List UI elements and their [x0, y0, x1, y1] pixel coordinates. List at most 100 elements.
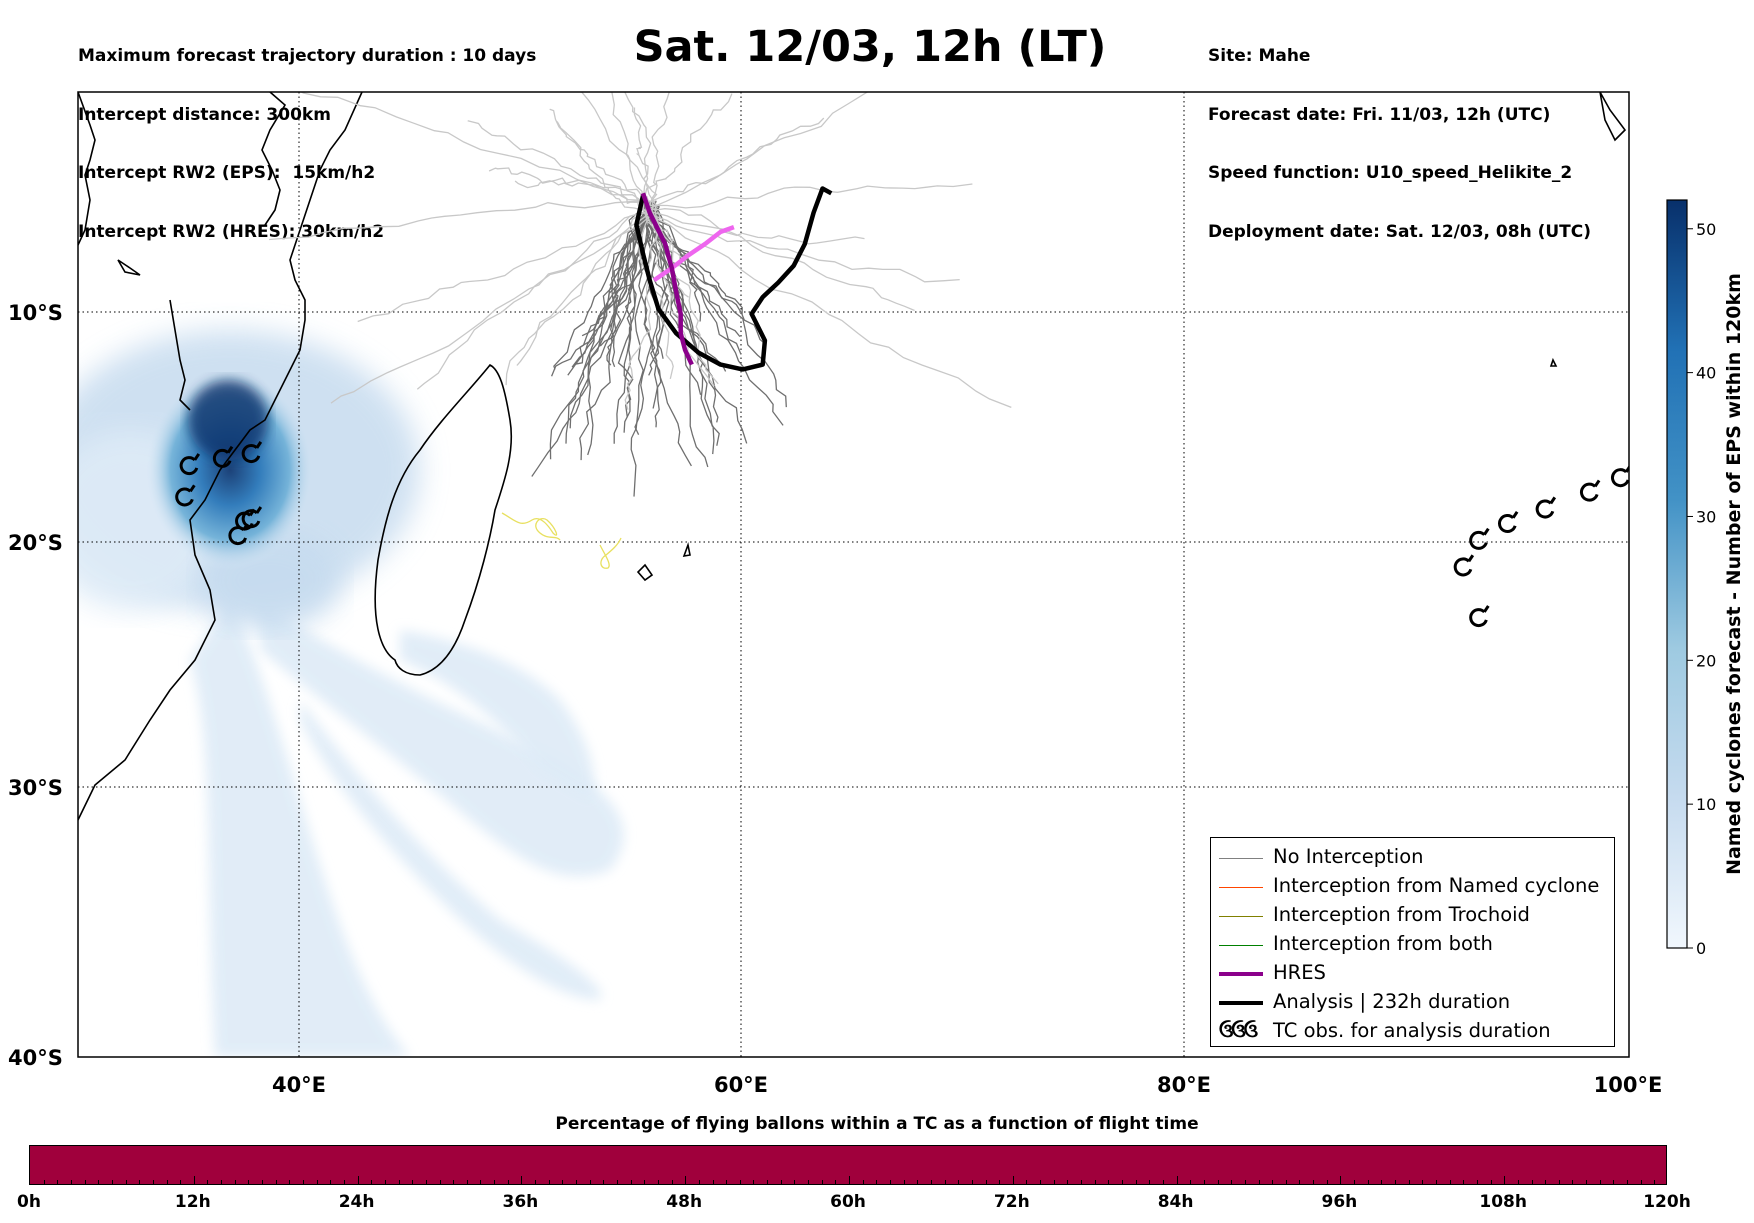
flight-time-tick-label: 84h: [1157, 1192, 1194, 1212]
flight-time-minor-tick: [289, 1180, 291, 1184]
flight-time-minor-tick: [1435, 1180, 1437, 1184]
eps-trajectory-line: [652, 211, 915, 312]
colorbar-gradient: [1666, 199, 1688, 949]
coastlines: [78, 92, 1627, 821]
flight-time-minor-tick: [1217, 1180, 1219, 1184]
eps-trajectory-line: [516, 210, 650, 366]
flight-time-minor-tick: [1081, 1180, 1083, 1184]
eps-trajectory-line: [648, 214, 1012, 409]
flight-time-minor-tick: [57, 1180, 59, 1184]
flight-time-minor-tick: [316, 1180, 318, 1184]
eps-trajectories: [269, 92, 1012, 497]
legend-item-hres: HRES: [1211, 960, 1614, 988]
flight-time-minor-tick: [1422, 1180, 1424, 1184]
flight-time-minor-tick: [1094, 1180, 1096, 1184]
flight-time-minor-tick: [903, 1180, 905, 1184]
flight-time-minor-tick: [357, 1176, 359, 1184]
legend: No Interception Interception from Named …: [1210, 837, 1615, 1047]
eps-trajectory-line: [531, 212, 657, 477]
colorbar-tick-label: 50: [1696, 220, 1716, 239]
flight-time-minor-tick: [248, 1180, 250, 1184]
flight-time-minor-tick: [262, 1180, 264, 1184]
hres-track: [640, 192, 694, 366]
flight-time-minor-tick: [1162, 1180, 1164, 1184]
lat-label-20s: 20°S: [8, 531, 63, 555]
flight-time-minor-tick: [644, 1180, 646, 1184]
flight-time-minor-tick: [166, 1180, 168, 1184]
flight-time-minor-tick: [616, 1180, 618, 1184]
flight-time-minor-tick: [1285, 1180, 1287, 1184]
site-info: Site: Mahe Forecast date: Fri. 11/03, 12…: [1208, 8, 1591, 262]
flight-time-minor-tick: [985, 1180, 987, 1184]
flight-time-minor-tick: [576, 1180, 577, 1184]
eps-colorbar: 0 10 20 30 40 50 Named cyclones forecast - Nu…: [1666, 199, 1745, 958]
flight-time-minor-tick: [1463, 1180, 1465, 1184]
eps-trajectory-line: [549, 108, 647, 212]
eps-member-track: [652, 224, 735, 283]
flight-time-minor-tick: [398, 1180, 400, 1184]
flight-time-minor-tick: [1640, 1180, 1642, 1184]
colorbar-tick-label: 0: [1696, 939, 1706, 958]
flight-time-minor-tick: [371, 1180, 373, 1184]
colorbar-ticks: 0 10 20 30 40 50: [1687, 220, 1716, 958]
flight-time-minor-tick: [548, 1180, 550, 1184]
tc-obs-symbol: [1611, 465, 1629, 488]
flight-time-minor-tick: [1108, 1180, 1110, 1184]
flight-time-minor-tick: [1149, 1180, 1151, 1184]
flight-time-minor-tick: [193, 1176, 195, 1184]
flight-time-minor-tick: [630, 1180, 632, 1184]
colorbar-tick-label: 30: [1696, 507, 1716, 526]
tc-observations: [175, 441, 1629, 628]
tc-obs-symbol: [241, 441, 263, 463]
eps-trajectory-line: [574, 212, 659, 365]
legend-swatch: [1219, 887, 1263, 888]
colorbar-tick-label: 40: [1696, 364, 1716, 383]
flight-time-minor-tick: [958, 1180, 960, 1184]
legend-item-both: Interception from both: [1211, 931, 1614, 959]
tc-obs-symbol: [1498, 511, 1519, 533]
flight-time-minor-tick: [1026, 1180, 1028, 1184]
flight-time-minor-tick: [1067, 1180, 1069, 1184]
flight-time-minor-tick: [1599, 1180, 1601, 1184]
param-rw2-eps: Intercept RW2 (EPS): 15km/h2: [78, 163, 376, 183]
eps-trajectory-line: [649, 117, 825, 203]
eps-trajectory-line: [645, 207, 748, 444]
flight-time-minor-tick: [221, 1180, 223, 1184]
flight-time-minor-tick: [944, 1180, 946, 1184]
analysis-track: [634, 186, 833, 372]
flight-time-minor-tick: [1408, 1180, 1410, 1184]
flight-time-minor-tick: [535, 1180, 537, 1184]
flight-time-minor-tick: [889, 1180, 891, 1184]
eps-trajectory-line: [648, 92, 670, 212]
eps-trajectory-line: [571, 210, 647, 368]
flight-time-minor-tick: [303, 1180, 304, 1184]
flight-time-minor-tick: [234, 1180, 236, 1184]
flight-time-minor-tick: [876, 1180, 878, 1184]
flight-time-minor-tick: [1490, 1180, 1492, 1184]
flight-time-minor-tick: [1244, 1180, 1246, 1184]
eps-trajectory-line: [650, 213, 960, 283]
flight-time-minor-tick: [1176, 1176, 1178, 1184]
flight-time-minor-tick: [862, 1180, 864, 1184]
legend-item-no-interception: No Interception: [1211, 844, 1614, 872]
flight-time-minor-tick: [439, 1180, 441, 1184]
flight-time-minor-tick: [1586, 1180, 1588, 1184]
eps-trajectory-line: [580, 92, 644, 209]
flight-time-minor-tick: [152, 1180, 154, 1184]
grid-lines: [78, 92, 1629, 1057]
flight-time-tick-label: 108h: [1479, 1192, 1527, 1212]
flight-time-minor-tick: [753, 1180, 755, 1184]
tc-obs-symbol: [212, 445, 234, 468]
flight-time-minor-tick: [1122, 1180, 1123, 1184]
legend-swatch: [1219, 1001, 1263, 1005]
flight-time-minor-tick: [1299, 1180, 1301, 1184]
legend-swatch: [1219, 858, 1263, 859]
flight-time-tick-label: 24h: [338, 1192, 375, 1212]
legend-item-analysis: Analysis | 232h duration: [1211, 989, 1614, 1017]
flight-time-minor-tick: [507, 1180, 509, 1184]
flight-time-minor-tick: [1053, 1180, 1055, 1184]
legend-swatch: [1219, 972, 1263, 976]
page-title: Sat. 12/03, 12h (LT): [633, 22, 1107, 72]
tc-obs-symbol: [1453, 554, 1475, 577]
flight-time-minor-tick: [671, 1180, 673, 1184]
